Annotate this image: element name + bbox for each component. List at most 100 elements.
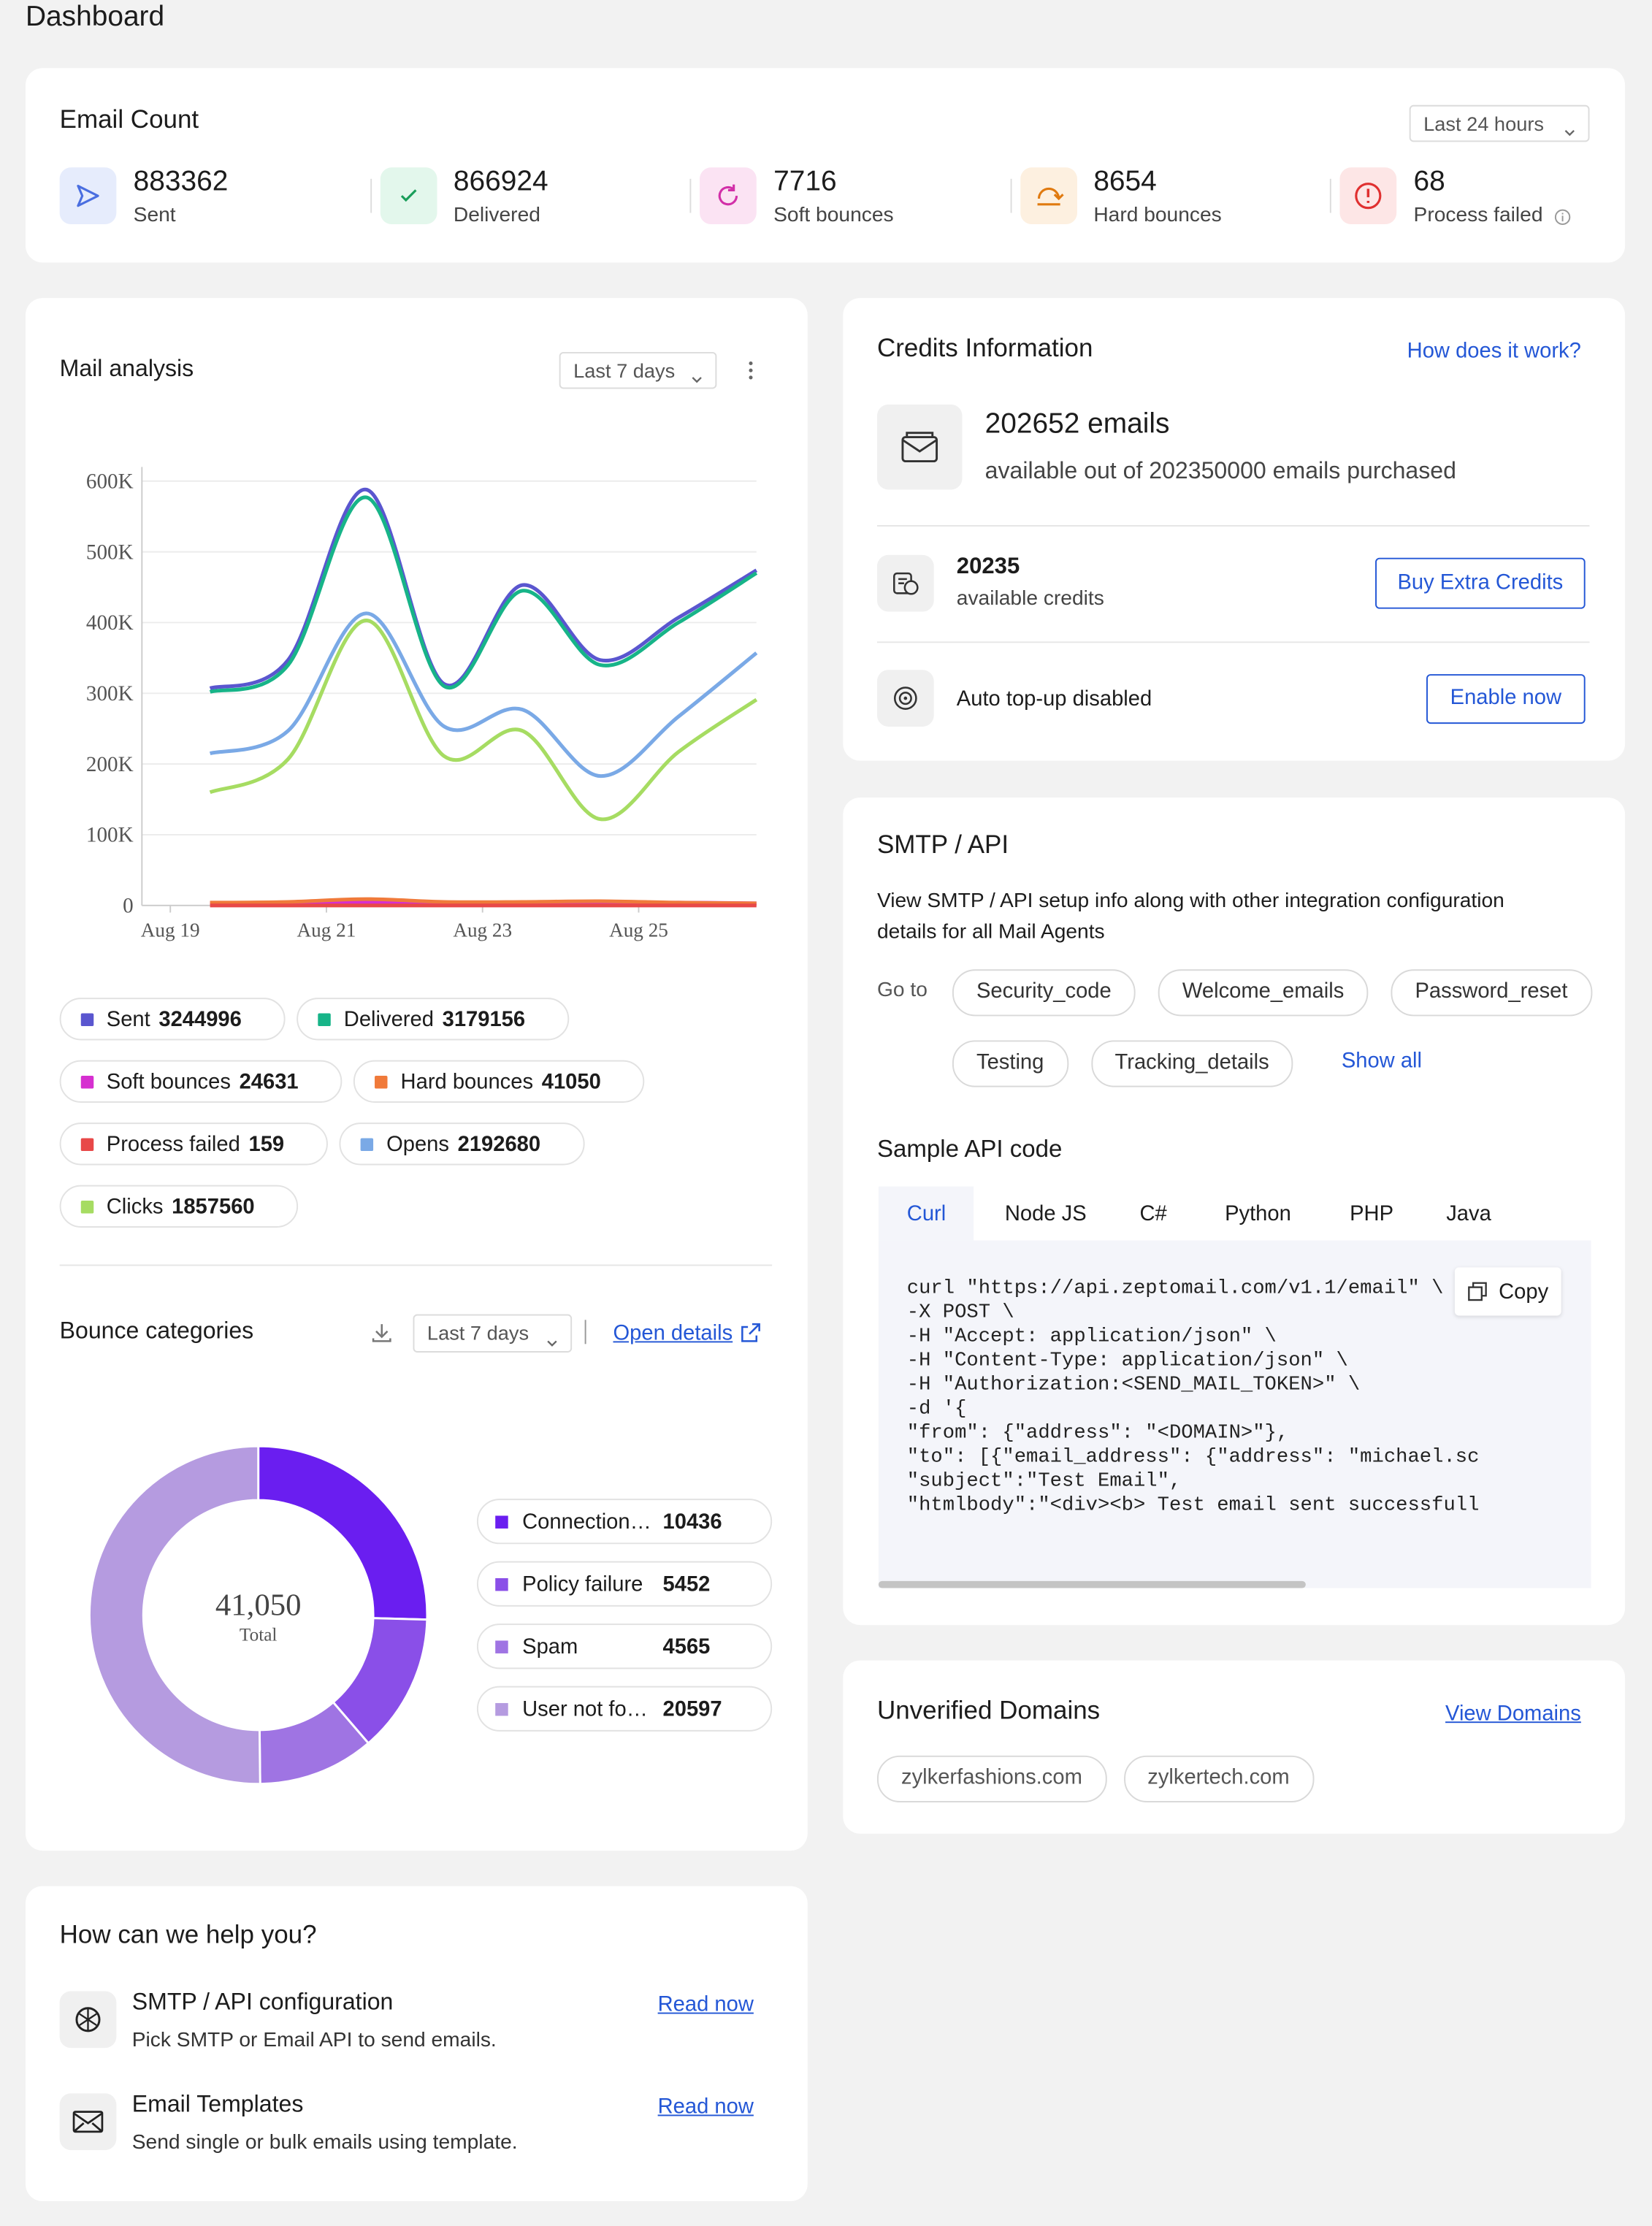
info-icon bbox=[1554, 207, 1571, 226]
code-tab[interactable]: Curl bbox=[906, 1201, 947, 1226]
agent-pill[interactable]: Security_code bbox=[952, 969, 1136, 1017]
code-line: "from": {"address": "<DOMAIN>"}, bbox=[906, 1422, 1289, 1445]
legend-value: 10436 bbox=[662, 1509, 722, 1534]
divider bbox=[1009, 178, 1012, 213]
select[interactable]: Last 7 days bbox=[413, 1314, 573, 1353]
help-icon-glyph bbox=[75, 2007, 101, 2032]
legend-swatch bbox=[80, 1012, 94, 1026]
help-icon bbox=[59, 1991, 117, 2049]
credits-value: 20235 bbox=[956, 554, 1020, 579]
help-icon bbox=[59, 2093, 117, 2151]
chevron bbox=[691, 366, 703, 383]
stat-icon bbox=[700, 167, 757, 225]
code-tab[interactable]: PHP bbox=[1350, 1201, 1394, 1226]
stat-label: Sent bbox=[133, 204, 176, 227]
agent-pill[interactable]: Tracking_details bbox=[1090, 1040, 1293, 1087]
help-icon-glyph bbox=[72, 2111, 104, 2133]
legend-name: Clicks bbox=[106, 1194, 164, 1219]
legend-chip[interactable]: Process failed 159 bbox=[59, 1122, 329, 1166]
legend-chip[interactable]: Opens 2192680 bbox=[339, 1122, 585, 1166]
select[interactable]: Last 7 days bbox=[559, 351, 717, 389]
legend-name: Connection… bbox=[522, 1509, 651, 1534]
card-title: Credits Information bbox=[876, 334, 1093, 363]
legend-swatch bbox=[495, 1702, 508, 1716]
smtp-description: View SMTP / API setup info along with ot… bbox=[876, 890, 1504, 944]
legend-chip[interactable] bbox=[476, 1499, 773, 1545]
legend-swatch bbox=[495, 1577, 508, 1591]
code-tab[interactable]: Node JS bbox=[1004, 1201, 1087, 1226]
code-tab[interactable]: Python bbox=[1225, 1201, 1291, 1226]
code-tab[interactable]: Java bbox=[1446, 1201, 1491, 1226]
domains: zylkerfashions.com zylkertech.com bbox=[876, 1755, 1314, 1802]
legend-swatch bbox=[80, 1075, 94, 1088]
read-now-link[interactable]: Read now bbox=[657, 1992, 754, 2016]
legend: Sent 3244996 Delivered 3179156 Soft bounces 2… bbox=[59, 998, 784, 1228]
code-line: "subject":"Test Email", bbox=[906, 1470, 1182, 1493]
legend-name: Spam bbox=[522, 1634, 578, 1659]
agents: Security_code Welcome_emails Password_rese… bbox=[952, 969, 1605, 1087]
open-details-link[interactable]: Open details bbox=[613, 1320, 733, 1345]
agent-pill[interactable]: Welcome_emails bbox=[1158, 969, 1369, 1017]
copy-button[interactable] bbox=[1454, 1267, 1561, 1316]
card-title: How can we help you? bbox=[59, 1921, 317, 1949]
domain-pill: zylkertech.com bbox=[1123, 1755, 1314, 1802]
legend-chip[interactable] bbox=[476, 1561, 773, 1607]
legend-chip[interactable] bbox=[476, 1686, 773, 1732]
legend-chip[interactable]: Hard bounces 41050 bbox=[353, 1060, 646, 1103]
tab-active-bg bbox=[878, 1186, 974, 1241]
select[interactable]: Last 24 hours bbox=[1409, 104, 1590, 142]
legend-chip[interactable]: Clicks 1857560 bbox=[59, 1185, 299, 1228]
show-all-link[interactable]: Show all bbox=[1341, 1049, 1423, 1074]
legend-chip[interactable]: Delivered 3179156 bbox=[297, 998, 570, 1041]
card-title: Mail analysis bbox=[59, 356, 194, 383]
legend-swatch bbox=[495, 1515, 508, 1529]
credits-icon bbox=[876, 554, 934, 612]
legend-chip[interactable]: Sent 3244996 bbox=[59, 998, 286, 1041]
stat-icon bbox=[59, 167, 117, 225]
code-line: -H "Content-Type: application/json" \ bbox=[906, 1350, 1348, 1373]
stat-value: 68 bbox=[1413, 166, 1445, 198]
help-card bbox=[25, 1886, 808, 2202]
help-link[interactable]: How does it work? bbox=[1407, 338, 1581, 363]
goto-label: Go to bbox=[876, 979, 928, 1002]
legend-total: 3244996 bbox=[158, 1006, 242, 1031]
stat-icon bbox=[1339, 167, 1397, 225]
legend-total: 41050 bbox=[541, 1069, 601, 1094]
legend-swatch bbox=[495, 1640, 508, 1653]
legend-total: 1857560 bbox=[172, 1194, 255, 1219]
code-line: curl "https://api.zeptomail.com/v1.1/ema… bbox=[906, 1277, 1444, 1301]
help-description: Pick SMTP or Email API to send emails. bbox=[131, 2029, 497, 2052]
agent-pill[interactable]: Testing bbox=[952, 1040, 1068, 1087]
view-domains-link[interactable]: View Domains bbox=[1445, 1701, 1581, 1726]
emails-icon bbox=[876, 404, 963, 490]
legend-total: 159 bbox=[248, 1131, 285, 1156]
legend-name: Opens bbox=[386, 1131, 449, 1156]
buy-credits-button[interactable]: Buy Extra Credits bbox=[1375, 557, 1586, 609]
legend-swatch bbox=[80, 1137, 94, 1151]
legend-name: Soft bounces bbox=[106, 1069, 231, 1094]
legend-name: Process failed bbox=[106, 1131, 240, 1156]
scrollbar bbox=[878, 1580, 1306, 1588]
legend-name: User not fo… bbox=[522, 1697, 648, 1721]
legend-total: 3179156 bbox=[442, 1006, 526, 1031]
download-icon[interactable] bbox=[370, 1321, 393, 1344]
divider bbox=[876, 641, 1590, 643]
stat-icon-glyph bbox=[77, 185, 99, 207]
code-tab[interactable]: C# bbox=[1139, 1201, 1167, 1226]
legend-chip[interactable] bbox=[476, 1623, 773, 1670]
legend-chip[interactable]: Soft bounces 24631 bbox=[59, 1060, 343, 1103]
divider bbox=[1329, 178, 1331, 213]
enable-button[interactable]: Enable now bbox=[1426, 674, 1586, 724]
page-title: Dashboard bbox=[25, 1, 165, 33]
legend-swatch bbox=[375, 1075, 389, 1088]
copy-label[interactable]: Copy bbox=[1499, 1279, 1549, 1304]
legend-swatch bbox=[80, 1200, 94, 1213]
agent-pill[interactable]: Password_reset bbox=[1391, 969, 1592, 1017]
legend-swatch bbox=[318, 1012, 332, 1026]
divider bbox=[59, 1264, 773, 1266]
stat-value: 8654 bbox=[1093, 166, 1157, 198]
more-menu[interactable] bbox=[748, 359, 754, 382]
card-title: SMTP / API bbox=[876, 830, 1009, 860]
read-now-link[interactable]: Read now bbox=[657, 2094, 754, 2119]
legend-name: Policy failure bbox=[522, 1572, 643, 1596]
